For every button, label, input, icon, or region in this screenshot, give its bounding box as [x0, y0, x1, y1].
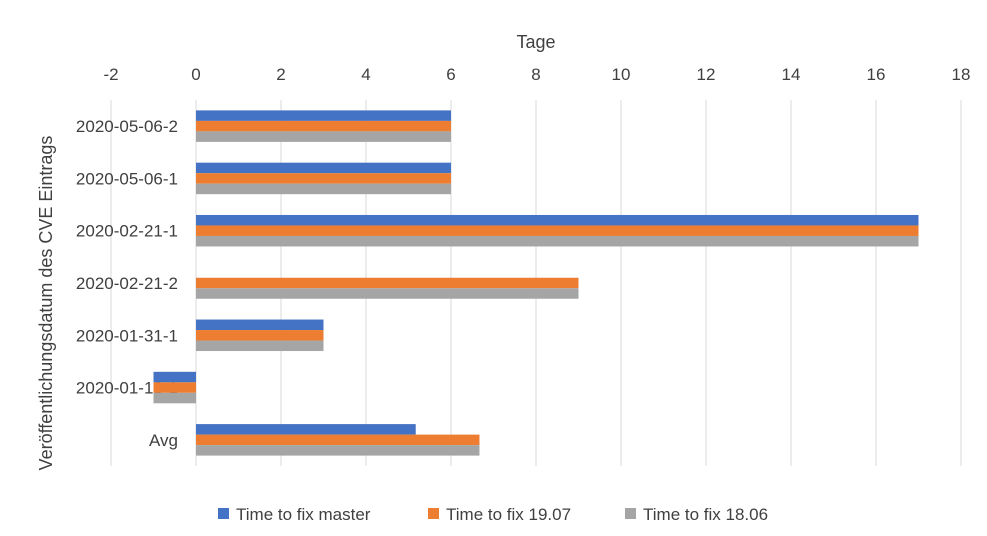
- y-category-label: 2020-05-06-2: [76, 117, 178, 136]
- legend-label: Time to fix 19.07: [446, 505, 571, 524]
- bar: [196, 173, 451, 184]
- bar: [196, 319, 324, 331]
- x-tick-label: 12: [697, 65, 716, 84]
- bar: [196, 214, 919, 226]
- bar: [196, 434, 480, 446]
- x-tick-label: 18: [952, 65, 971, 84]
- bar: [153, 392, 196, 404]
- legend-label: Time to fix master: [236, 505, 371, 524]
- legend-swatch: [428, 508, 439, 519]
- legend-swatch: [218, 508, 229, 519]
- bar: [153, 382, 196, 393]
- legend-swatch: [625, 508, 636, 519]
- y-category-label: 2020-02-21-1: [76, 222, 178, 241]
- y-axis-title: Veröffentlichungsdatum des CVE Eintrags: [36, 136, 56, 471]
- bars: [153, 110, 919, 456]
- y-category-label: 2020-05-06-1: [76, 169, 178, 188]
- bar: [196, 424, 416, 435]
- x-tick-label: 8: [531, 65, 540, 84]
- bar: [196, 110, 451, 121]
- y-category-label: 2020-01-13-1: [76, 379, 178, 398]
- bar: [196, 288, 579, 299]
- legend: Time to fix master Time to fix 19.07 Time …: [218, 505, 768, 524]
- bar: [196, 445, 480, 456]
- bar: [196, 340, 324, 352]
- y-axis-category-labels: 2020-05-06-2 2020-05-06-1 2020-02-21-1 2020…: [76, 117, 178, 450]
- bar: [196, 131, 451, 142]
- y-category-label: 2020-01-31-1: [76, 326, 178, 345]
- bar: [196, 120, 451, 132]
- x-tick-label: 4: [361, 65, 370, 84]
- x-axis-tick-labels: -2 0 2 4 6 8 10 12 14 16 18: [103, 65, 970, 84]
- bar: [196, 235, 919, 247]
- bar: [153, 371, 196, 383]
- y-category-label: 2020-02-21-2: [76, 274, 178, 293]
- bar: [196, 162, 451, 174]
- x-tick-label: 14: [782, 65, 801, 84]
- x-axis-title: Tage: [516, 32, 555, 52]
- x-tick-label: 2: [276, 65, 285, 84]
- legend-label: Time to fix 18.06: [643, 505, 768, 524]
- y-category-label: Avg: [149, 431, 178, 450]
- bar: [196, 277, 579, 289]
- x-tick-label: 6: [446, 65, 455, 84]
- x-tick-label: -2: [103, 65, 118, 84]
- x-tick-label: 16: [867, 65, 886, 84]
- x-tick-label: 10: [612, 65, 631, 84]
- bar: [196, 330, 324, 341]
- bar: [196, 225, 919, 236]
- bar: [196, 183, 451, 195]
- x-tick-label: 0: [191, 65, 200, 84]
